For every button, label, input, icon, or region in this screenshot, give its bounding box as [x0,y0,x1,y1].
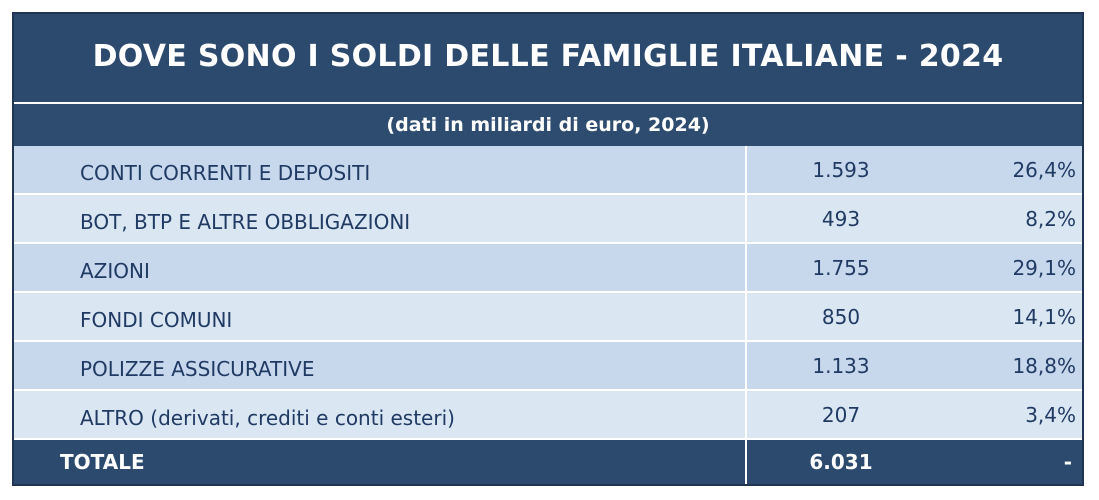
row-value: 1.133 [745,342,935,389]
table-row: FONDI COMUNI 850 14,1% [14,293,1082,342]
row-label: AZIONI [80,259,150,283]
table-row: AZIONI 1.755 29,1% [14,244,1082,293]
row-percentage: 18,8% [1012,354,1076,378]
total-value: 6.031 [745,440,935,484]
row-value: 850 [745,293,935,340]
row-percentage: 3,4% [1025,403,1076,427]
table-body: CONTI CORRENTI E DEPOSITI 1.593 26,4% BO… [14,146,1082,440]
total-percentage: - [1063,450,1072,474]
table-frame: DOVE SONO I SOLDI DELLE FAMIGLIE ITALIAN… [12,12,1084,486]
row-label: POLIZZE ASSICURATIVE [80,357,315,381]
total-label: TOTALE [60,450,145,474]
table-title: DOVE SONO I SOLDI DELLE FAMIGLIE ITALIAN… [92,38,1004,74]
row-percentage: 14,1% [1012,305,1076,329]
row-value: 493 [745,195,935,242]
total-row: TOTALE 6.031 - [14,440,1082,484]
table-row: ALTRO (derivati, crediti e conti esteri)… [14,391,1082,440]
row-value: 207 [745,391,935,438]
row-value: 1.593 [745,146,935,193]
table-subtitle: (dati in miliardi di euro, 2024) [14,102,1082,146]
row-label: BOT, BTP E ALTRE OBBLIGAZIONI [80,210,411,234]
row-percentage: 29,1% [1012,256,1076,280]
table-row: BOT, BTP E ALTRE OBBLIGAZIONI 493 8,2% [14,195,1082,244]
table-row: CONTI CORRENTI E DEPOSITI 1.593 26,4% [14,146,1082,195]
row-percentage: 8,2% [1025,207,1076,231]
row-percentage: 26,4% [1012,158,1076,182]
row-label: CONTI CORRENTI E DEPOSITI [80,161,371,185]
row-value: 1.755 [745,244,935,291]
table-row: POLIZZE ASSICURATIVE 1.133 18,8% [14,342,1082,391]
row-label: ALTRO (derivati, crediti e conti esteri) [80,406,455,430]
row-label: FONDI COMUNI [80,308,233,332]
